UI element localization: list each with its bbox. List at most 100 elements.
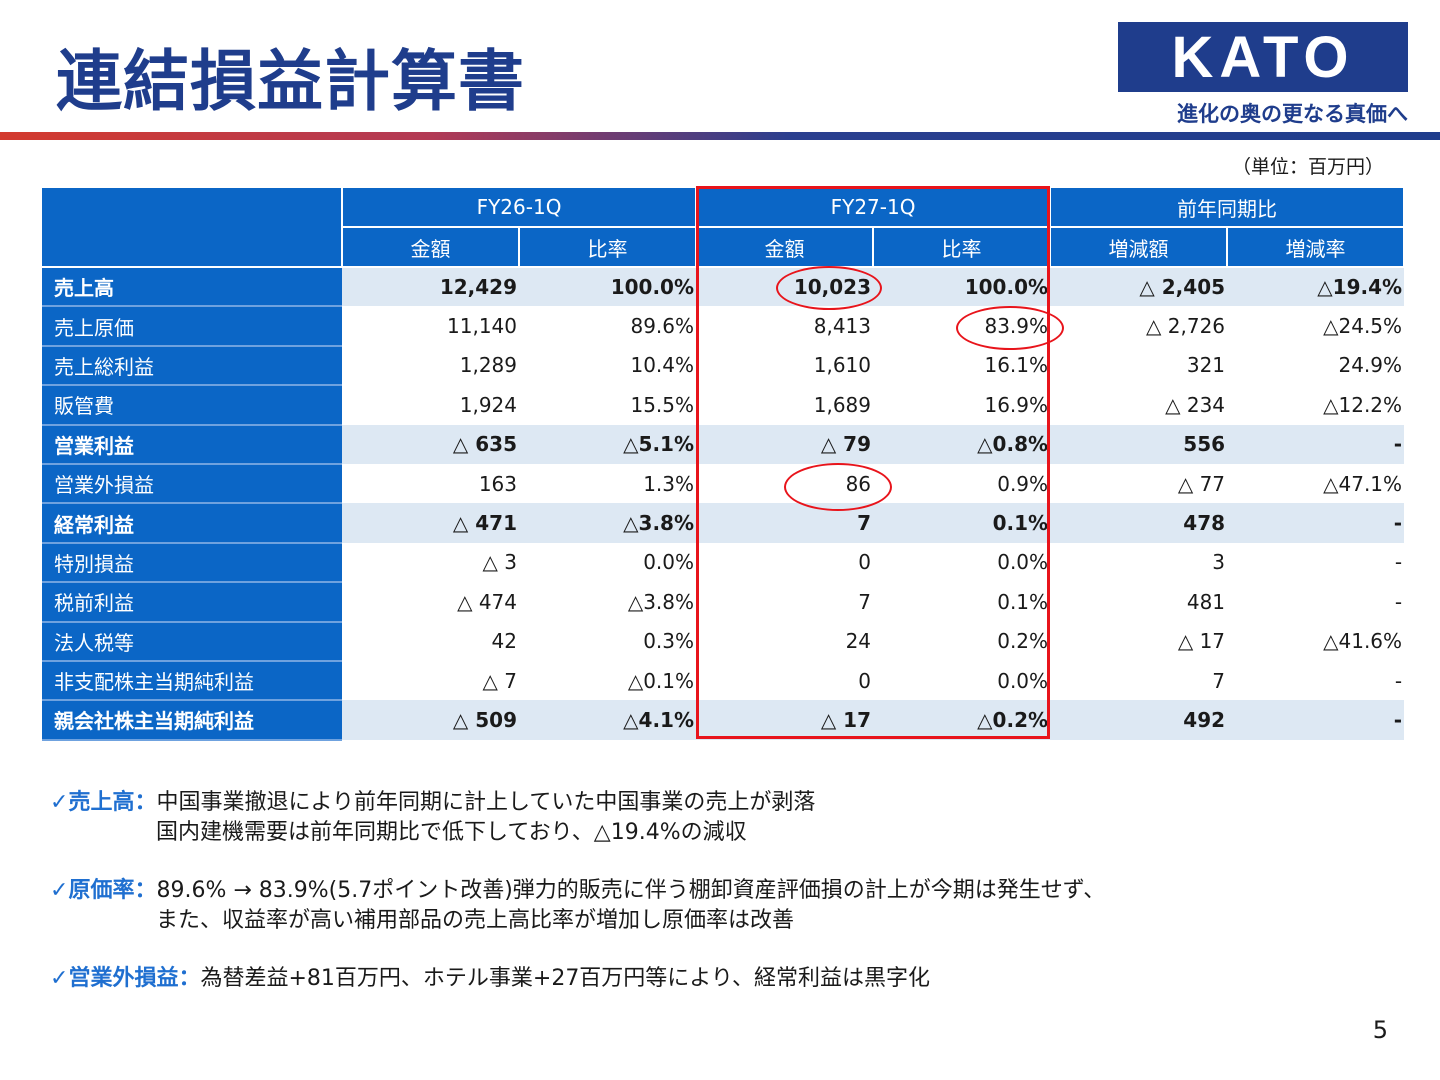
table-cell: 100.0% <box>519 267 697 307</box>
table-row: 売上高 12,429 100.0% 10,023 100.0% △ 2,405 △19.4% <box>42 267 1405 308</box>
table-cell: 1,289 <box>459 353 517 378</box>
table-cell: 10.4% <box>630 353 695 378</box>
kato-logo: KATO <box>1118 22 1408 92</box>
table-corner-cell <box>42 188 343 268</box>
table-row: 経常利益 △ 471 △3.8% 7 0.1% 478- <box>42 503 1405 544</box>
table-cell: 1,924 <box>459 392 517 417</box>
table-row: 非支配株主当期純利益 △ 7 △0.1% 0 0.0% 7 - <box>42 660 1404 702</box>
logo-tagline: 進化の奥の更なる真価へ <box>1177 101 1408 126</box>
table-cell: 16.9% <box>984 392 1049 417</box>
note-nonop: ✓営業外損益：為替差益+81百万円、ホテル事業+27百万円等により、経常利益は黒… <box>50 964 1105 994</box>
table-cell: 0 <box>858 550 872 575</box>
table-row: 営業外損益 163 1.3% 86 0.9% △ 77 △47.1% <box>42 463 1404 505</box>
note-text-continued: 国内建機需要は前年同期比で低下しており、△19.4%の減収 <box>156 820 747 845</box>
table-row: 売上総利益 1,289 10.4% 1,610 16.1% 321 24.9% <box>42 345 1404 387</box>
table-cell: △ 17 <box>1177 629 1226 654</box>
table-row: 販管費 1,924 15.5% 1,689 16.9% △ 234 △12.2% <box>42 385 1404 426</box>
note-cost-ratio: ✓原価率：89.6% → 83.9%(5.7ポイント改善)弾力的販売に伴う棚卸資… <box>50 876 1105 936</box>
group-header-fy27: FY27-1Q <box>696 188 1052 228</box>
table-cell: △19.4% <box>1227 267 1405 307</box>
subheader-change-rate: 増減率 <box>1227 227 1406 268</box>
table-cell: 0.9% <box>997 471 1049 496</box>
note-heading: 原価率： <box>68 878 157 903</box>
table-cell: 15.5% <box>630 392 695 417</box>
row-label: 特別損益 <box>42 542 342 584</box>
table-cell: 10,023 <box>696 267 874 307</box>
subheader-ratio: 比率 <box>519 227 698 268</box>
table-row: 税前利益 △ 474 △3.8% 7 0.1% 481 - <box>42 582 1404 623</box>
table-cell: 83.9% <box>984 314 1049 339</box>
row-label: 売上原価 <box>42 306 342 347</box>
table-cell: △47.1% <box>1323 471 1403 496</box>
row-label: 営業利益 <box>42 424 342 465</box>
table-body: 売上高 12,429 100.0% 10,023 100.0% △ 2,405 △19.4%… <box>42 267 1405 741</box>
table-cell: 42 <box>491 629 517 654</box>
logo-text: KATO <box>1171 24 1355 90</box>
note-heading: 営業外損益： <box>68 966 201 991</box>
table-cell: 100.0% <box>873 267 1051 307</box>
subheader-amount: 金額 <box>342 227 520 268</box>
row-label: 経常利益 <box>42 503 342 544</box>
table-cell: 0 <box>858 668 872 693</box>
table-cell: 0.0% <box>643 550 695 575</box>
table-cell: 3 <box>1212 550 1226 575</box>
table-cell: △ 474 <box>457 589 517 614</box>
check-icon: ✓ <box>50 790 69 815</box>
note-sales: ✓売上高：中国事業撤退により前年同期に計上していた中国事業の売上が剥落 国内建機… <box>50 788 1105 848</box>
note-text: 為替差益+81百万円、ホテル事業+27百万円等により、経常利益は黒字化 <box>200 966 930 991</box>
table-cell: 7 <box>1212 668 1226 693</box>
table-cell: △5.1% <box>519 424 697 464</box>
check-icon: ✓ <box>50 966 69 991</box>
group-header-fy26: FY26-1Q <box>342 188 698 228</box>
subheader-change-amount: 増減額 <box>1050 227 1229 268</box>
table-cell: 89.6% <box>630 314 695 339</box>
subheader-amount: 金額 <box>696 227 875 268</box>
table-cell: 0.2% <box>997 629 1049 654</box>
table-cell: 0.1% <box>873 503 1051 543</box>
table-cell: 11,140 <box>447 314 517 339</box>
unit-label: （単位：百万円） <box>1231 156 1384 178</box>
table-cell: △3.8% <box>627 589 695 614</box>
table-cell: △3.8% <box>519 503 697 543</box>
row-label: 法人税等 <box>42 621 342 662</box>
table-cell: 7 <box>696 503 874 543</box>
table-cell: 12,429 <box>342 267 519 307</box>
page-title: 連結損益計算書 <box>56 43 525 120</box>
row-label: 売上高 <box>42 267 342 308</box>
table-cell: 478 <box>1050 503 1228 543</box>
table-cell: 0.3% <box>643 629 695 654</box>
table-cell: △ 17 <box>696 700 874 740</box>
table-row: 親会社株主当期純利益 △ 509 △4.1% △ 17 △0.2% 492- <box>42 700 1405 741</box>
table-cell: 7 <box>858 589 872 614</box>
table-cell: △41.6% <box>1323 629 1403 654</box>
table-cell: 86 <box>845 471 872 496</box>
table-cell: △ 79 <box>696 424 874 464</box>
row-label: 販管費 <box>42 385 342 426</box>
table-cell: △ 2,726 <box>1146 314 1226 339</box>
table-cell: △ 3 <box>482 550 517 575</box>
table-cell: 0.0% <box>997 550 1049 575</box>
table-cell: 0.1% <box>997 589 1049 614</box>
table-cell: 556 <box>1050 424 1228 464</box>
table-cell: 163 <box>478 471 517 496</box>
page-number: 5 <box>1372 1016 1388 1044</box>
group-header-yoy: 前年同期比 <box>1050 188 1406 228</box>
table-cell: △ 471 <box>342 503 519 543</box>
check-icon: ✓ <box>50 878 69 903</box>
table-row: 営業利益 △ 635 △5.1% △ 79 △0.8% 556- <box>42 424 1405 465</box>
table-cell: △12.2% <box>1323 392 1403 417</box>
row-label: 売上総利益 <box>42 345 342 387</box>
table-cell: 1,610 <box>813 353 872 378</box>
table-row: 特別損益 △ 3 0.0% 0 0.0% 3 - <box>42 542 1404 584</box>
table-cell: - <box>1394 550 1403 575</box>
table-cell: △ 7 <box>482 668 517 693</box>
table-cell: △0.8% <box>873 424 1051 464</box>
row-label: 営業外損益 <box>42 463 342 505</box>
table-cell: 16.1% <box>984 353 1049 378</box>
table-cell: △24.5% <box>1323 314 1403 339</box>
row-label: 非支配株主当期純利益 <box>42 660 342 702</box>
table-cell: 1,689 <box>813 392 872 417</box>
table-cell: 24.9% <box>1338 353 1403 378</box>
commentary: ✓売上高：中国事業撤退により前年同期に計上していた中国事業の売上が剥落 国内建機… <box>50 788 1105 1022</box>
table-row: 売上原価 11,140 89.6% 8,413 83.9% △ 2,726 △24.5% <box>42 306 1404 347</box>
